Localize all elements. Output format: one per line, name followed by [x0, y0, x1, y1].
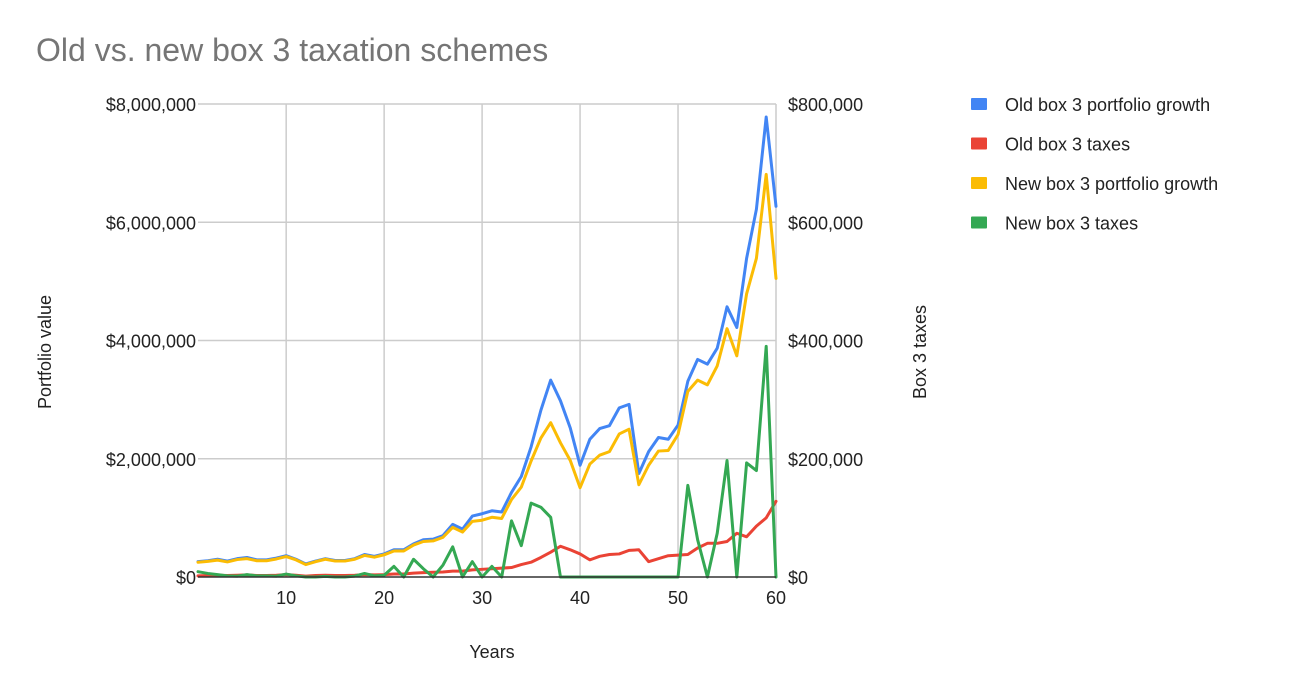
right-y-axis-title: Box 3 taxes — [910, 305, 930, 399]
x-tick-label: 20 — [374, 588, 394, 608]
series-lines — [196, 115, 778, 579]
left-y-tick-label: $6,000,000 — [106, 213, 196, 233]
series-line-new-box-3-portfolio-growth — [196, 172, 778, 567]
legend-swatch-new-box-3-taxes — [971, 216, 987, 229]
right-y-tick-label: $600,000 — [788, 213, 863, 233]
right-y-tick-label: $200,000 — [788, 450, 863, 470]
right-y-tick-label: $0 — [788, 568, 808, 588]
right-y-axis-ticks: $0 $200,000 $400,000 $600,000 $800,000 — [788, 95, 863, 588]
legend-label-new-box-3-taxes: New box 3 taxes — [1005, 214, 1138, 234]
legend-swatch-old-box-3-portfolio-growth — [971, 98, 987, 110]
left-y-axis-ticks: $0 $2,000,000 $4,000,000 $6,000,000 $8,000,0… — [106, 95, 196, 588]
left-y-tick-label: $2,000,000 — [106, 450, 196, 470]
chart-title: Old vs. new box 3 taxation schemes — [36, 32, 548, 68]
x-tick-label: 10 — [276, 588, 296, 608]
right-y-tick-label: $800,000 — [788, 95, 863, 115]
legend-swatch-old-box-3-taxes — [971, 137, 987, 150]
left-y-axis-title: Portfolio value — [35, 295, 55, 409]
x-axis-ticks: 10 20 30 40 50 60 — [276, 588, 786, 608]
x-tick-label: 40 — [570, 588, 590, 608]
gridlines — [198, 103, 777, 577]
legend-label-new-box-3-portfolio-growth: New box 3 portfolio growth — [1005, 174, 1218, 194]
x-tick-label: 30 — [472, 588, 492, 608]
series-line-new-box-3-taxes — [196, 344, 778, 579]
x-axis-title: Years — [469, 642, 514, 662]
right-y-tick-label: $400,000 — [788, 332, 863, 352]
legend-label-old-box-3-taxes: Old box 3 taxes — [1005, 135, 1130, 155]
left-y-tick-label: $8,000,000 — [106, 95, 196, 115]
x-tick-label: 50 — [668, 588, 688, 608]
legend-swatch-new-box-3-portfolio-growth — [971, 177, 987, 189]
x-tick-label: 60 — [766, 588, 786, 608]
left-y-tick-label: $4,000,000 — [106, 332, 196, 352]
left-y-tick-label: $0 — [176, 568, 196, 588]
legend-label-old-box-3-portfolio-growth: Old box 3 portfolio growth — [1005, 95, 1210, 115]
legend: Old box 3 portfolio growth Old box 3 taxe… — [971, 95, 1218, 234]
